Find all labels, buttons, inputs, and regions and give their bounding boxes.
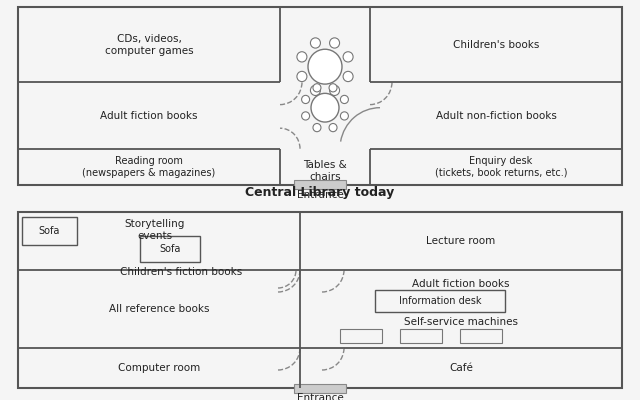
Title: Central Library today: Central Library today — [245, 186, 395, 199]
Circle shape — [310, 85, 321, 96]
Bar — [340, 329, 382, 343]
Text: Lecture room: Lecture room — [426, 236, 495, 246]
Circle shape — [329, 124, 337, 132]
Bar — [375, 290, 505, 312]
Circle shape — [343, 71, 353, 82]
Text: Café: Café — [449, 363, 473, 373]
Circle shape — [340, 112, 348, 120]
Text: Entrance: Entrance — [296, 393, 344, 400]
Circle shape — [340, 95, 348, 104]
Text: CDs, videos,
computer games: CDs, videos, computer games — [105, 34, 193, 56]
Circle shape — [297, 52, 307, 62]
Text: Sofa: Sofa — [38, 226, 60, 236]
Bar — [294, 182, 346, 186]
Circle shape — [297, 71, 307, 82]
Circle shape — [330, 85, 340, 96]
Text: Computer room: Computer room — [118, 363, 200, 373]
Circle shape — [301, 112, 310, 120]
Circle shape — [330, 38, 340, 48]
Text: Information desk: Information desk — [399, 296, 481, 306]
Text: Reading room
(newspapers & magazines): Reading room (newspapers & magazines) — [83, 156, 216, 178]
Circle shape — [308, 49, 342, 84]
Bar — [460, 329, 502, 343]
Text: Storytelling
events: Storytelling events — [125, 219, 185, 241]
Text: Adult non-fiction books: Adult non-fiction books — [436, 111, 556, 121]
Circle shape — [329, 84, 337, 92]
Bar — [400, 329, 442, 343]
Text: Entrance: Entrance — [296, 190, 344, 200]
Text: Tables &
chairs: Tables & chairs — [303, 160, 347, 182]
Text: Adult fiction books: Adult fiction books — [100, 111, 198, 121]
Bar — [18, 7, 622, 185]
Bar — [300, 269, 344, 271]
Bar — [18, 212, 622, 388]
Bar — [294, 180, 346, 189]
Bar — [294, 386, 346, 389]
Text: Sofa: Sofa — [159, 244, 180, 254]
Circle shape — [301, 95, 310, 104]
Text: All reference books: All reference books — [109, 304, 209, 314]
Circle shape — [310, 38, 321, 48]
Circle shape — [311, 93, 339, 122]
Bar — [294, 384, 346, 392]
Bar — [300, 347, 344, 349]
Bar — [256, 269, 300, 271]
Bar — [256, 347, 300, 349]
Circle shape — [343, 52, 353, 62]
Text: Self-service machines: Self-service machines — [404, 317, 518, 327]
Circle shape — [313, 124, 321, 132]
Bar — [22, 217, 77, 245]
Text: Children's books: Children's books — [453, 40, 539, 50]
Text: Enquiry desk
(tickets, book returns, etc.): Enquiry desk (tickets, book returns, etc… — [435, 156, 567, 178]
Circle shape — [313, 84, 321, 92]
Bar — [140, 236, 200, 262]
Text: Children's fiction books: Children's fiction books — [120, 267, 243, 277]
Text: Adult fiction books: Adult fiction books — [412, 279, 509, 289]
